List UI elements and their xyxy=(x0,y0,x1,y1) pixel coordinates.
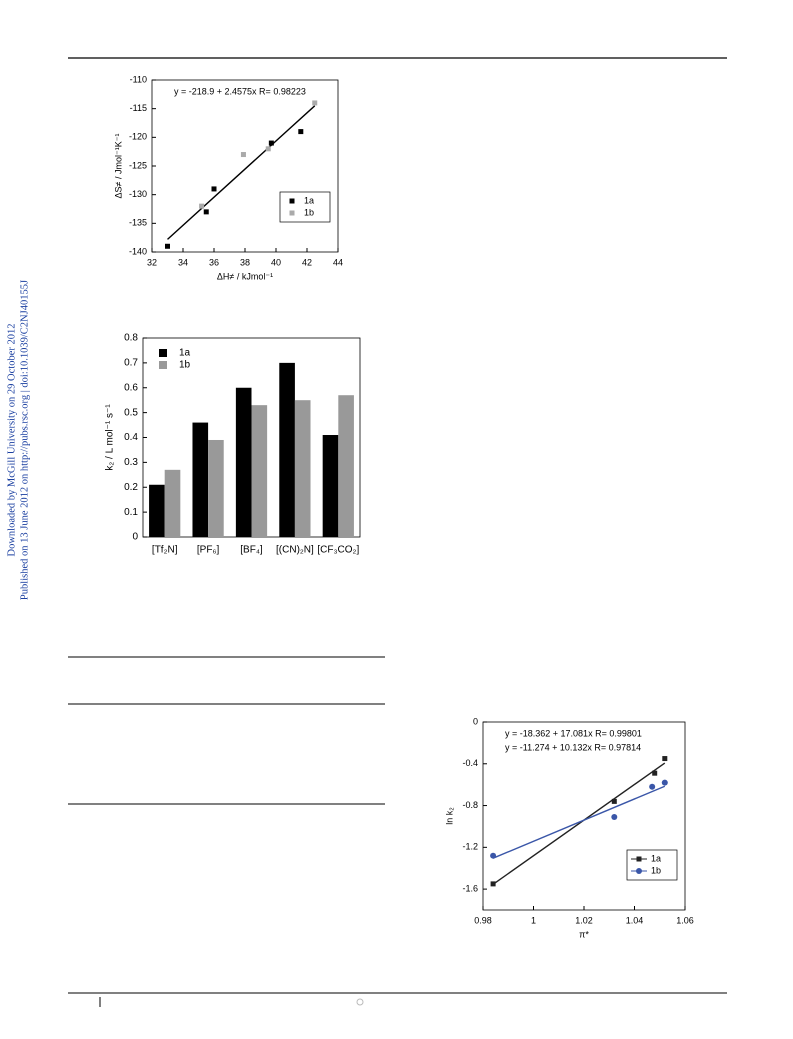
point xyxy=(203,209,209,215)
y-axis-label: ln k₂ xyxy=(444,807,454,825)
y-tick-label: 0.8 xyxy=(124,333,138,344)
legend-label: 1b xyxy=(651,865,661,875)
fit-line xyxy=(492,785,666,859)
point xyxy=(199,203,205,209)
x-tick-label: [PF₆] xyxy=(197,545,220,556)
annotation: y = -218.9 + 2.4575x R= 0.98223 xyxy=(174,86,306,96)
y-tick-label: 0 xyxy=(132,532,138,543)
bar xyxy=(208,439,224,537)
x-tick-label: [BF₄] xyxy=(240,545,263,556)
y-tick-label: 0.6 xyxy=(124,382,138,393)
point xyxy=(652,770,658,776)
legend-label: 1a xyxy=(651,853,661,863)
bar xyxy=(338,395,354,537)
x-tick-label: 1.06 xyxy=(676,915,694,925)
bar xyxy=(164,469,181,537)
point xyxy=(265,146,271,152)
point xyxy=(662,756,668,762)
bar xyxy=(294,400,311,537)
legend-swatch xyxy=(159,361,167,369)
y-tick-label: -0.4 xyxy=(462,758,478,768)
legend-marker xyxy=(289,198,295,204)
x-tick-label: 32 xyxy=(147,257,157,267)
y-tick-label: -130 xyxy=(129,189,147,199)
bar xyxy=(322,435,339,537)
plot-frame xyxy=(151,79,339,253)
point xyxy=(312,100,318,106)
footer-icon xyxy=(356,998,364,1006)
legend-marker xyxy=(636,868,642,874)
y-tick-label: -1.6 xyxy=(462,883,478,893)
x-tick-label: 1.02 xyxy=(575,915,593,925)
point xyxy=(298,129,304,135)
y-axis-label: ΔS≠ / Jmol⁻¹K⁻¹ xyxy=(113,134,123,199)
y-tick-label: 0 xyxy=(473,716,478,726)
bar xyxy=(251,405,268,537)
point xyxy=(211,186,217,192)
x-tick-label: 38 xyxy=(240,257,250,267)
bar xyxy=(235,387,252,537)
y-tick-label: 0.3 xyxy=(124,457,138,468)
y-tick-label: -120 xyxy=(129,132,147,142)
x-tick-label: 1.04 xyxy=(626,915,644,925)
x-tick-label: [CF₃CO₂] xyxy=(317,545,359,556)
point xyxy=(611,798,617,804)
x-tick-label: 36 xyxy=(209,257,219,267)
x-tick-label: 1 xyxy=(531,915,536,925)
annotation: y = -11.274 + 10.132x R= 0.97814 xyxy=(505,742,641,752)
bar xyxy=(192,422,209,537)
x-tick-label: [(CN)₂N] xyxy=(276,545,314,556)
fit-line xyxy=(492,762,666,885)
y-tick-label: 0.2 xyxy=(124,482,138,493)
legend-label: 1a xyxy=(304,195,314,205)
point xyxy=(490,881,496,887)
point xyxy=(649,783,656,790)
y-tick-label: -110 xyxy=(130,74,147,84)
legend-label: 1b xyxy=(179,360,191,371)
bar xyxy=(279,362,295,537)
x-axis-label: π* xyxy=(579,929,589,939)
point xyxy=(240,152,246,158)
point xyxy=(661,779,668,786)
annotation: y = -18.362 + 17.081x R= 0.99801 xyxy=(505,728,642,738)
y-tick-label: 0.1 xyxy=(124,507,138,518)
sidebar-text: Downloaded by McGill University on 29 Oc… xyxy=(6,323,17,556)
legend-marker xyxy=(289,210,295,216)
point xyxy=(490,852,497,859)
point xyxy=(165,243,170,249)
y-tick-label: -135 xyxy=(129,218,147,228)
x-tick-label: 34 xyxy=(178,257,188,267)
y-tick-label: 0.7 xyxy=(124,358,138,369)
y-tick-label: -140 xyxy=(129,246,147,256)
legend-label: 1b xyxy=(304,207,314,217)
legend-marker xyxy=(636,856,642,862)
fit-line xyxy=(167,105,316,240)
y-tick-label: -115 xyxy=(130,103,147,113)
legend-box xyxy=(626,849,678,881)
legend-box xyxy=(279,191,331,223)
x-tick-label: 42 xyxy=(302,257,312,267)
y-tick-label: 0.4 xyxy=(124,432,138,443)
x-tick-label: [Tf₂N] xyxy=(152,545,178,556)
y-tick-label: 0.5 xyxy=(124,407,138,418)
x-tick-label: 44 xyxy=(333,257,343,267)
x-tick-label: 0.98 xyxy=(474,915,492,925)
sidebar-text: Published on 13 June 2012 on http://pubs… xyxy=(19,280,30,600)
point xyxy=(268,140,274,146)
legend-label: 1a xyxy=(179,348,191,359)
y-tick-label: -0.8 xyxy=(462,800,478,810)
legend-swatch xyxy=(159,349,167,357)
y-axis-label: k₂ / L mol⁻¹ s⁻¹ xyxy=(105,404,116,471)
point xyxy=(611,814,618,821)
bar xyxy=(149,484,165,537)
y-tick-label: -1.2 xyxy=(462,842,478,852)
y-tick-label: -125 xyxy=(129,160,147,170)
x-axis-label: ΔH≠ / kJmol⁻¹ xyxy=(217,271,273,281)
x-tick-label: 40 xyxy=(271,257,281,267)
